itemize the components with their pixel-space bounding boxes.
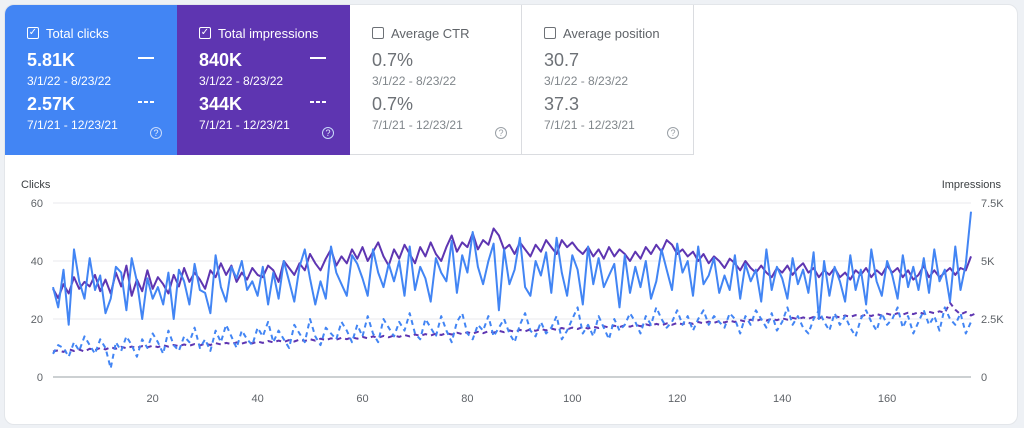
performance-panel: ✓ Total clicks 5.81K 3/1/22 - 8/23/22 2.…	[4, 4, 1018, 425]
y-tick-label-left: 60	[31, 198, 43, 210]
card-header: ✓ Total clicks	[27, 25, 177, 41]
y-tick-label-right: 0	[981, 372, 987, 384]
y-tick-label-left: 0	[37, 372, 43, 384]
x-tick-label: 80	[461, 393, 473, 405]
average-ctr-card[interactable]: Average CTR 0.7% 3/1/22 - 8/23/22 0.7% 7…	[350, 5, 522, 155]
average-position-card[interactable]: Average position 30.7 3/1/22 - 8/23/22 3…	[522, 5, 694, 155]
total-clicks-card[interactable]: ✓ Total clicks 5.81K 3/1/22 - 8/23/22 2.…	[5, 5, 177, 155]
x-tick-label: 100	[563, 393, 581, 405]
current-impressions-line	[52, 227, 972, 300]
current-value: 840K	[199, 50, 243, 70]
current-value: 30.7	[544, 50, 580, 70]
help-icon[interactable]: ?	[495, 127, 507, 139]
previous-range: 7/1/21 - 12/23/21	[199, 118, 290, 132]
checkbox-checked-icon[interactable]: ✓	[27, 27, 39, 39]
previous-value: 2.57K	[27, 94, 76, 114]
previous-clicks-line	[52, 306, 972, 370]
current-clicks-line	[52, 211, 972, 326]
card-header: ✓ Total impressions	[199, 25, 350, 41]
current-range: 3/1/22 - 8/23/22	[199, 74, 284, 88]
current-value: 0.7%	[372, 50, 414, 70]
y-tick-label-right: 2.5K	[981, 314, 1004, 326]
card-header: Average CTR	[372, 25, 521, 41]
card-label: Total impressions	[218, 25, 319, 41]
previous-range: 7/1/21 - 12/23/21	[372, 118, 463, 132]
x-tick-label: 160	[878, 393, 896, 405]
previous-range: 7/1/21 - 12/23/21	[544, 118, 635, 132]
help-icon[interactable]: ?	[322, 127, 334, 139]
axis-ticks: 0 0 20 2.5K 40 5K 60 7.5K 20 40 60 80 100 120 140 160	[31, 198, 1005, 405]
checkbox-unchecked-icon[interactable]	[372, 27, 384, 39]
gridlines	[53, 202, 971, 378]
x-tick-label: 20	[147, 393, 159, 405]
card-label: Total clicks	[46, 25, 109, 41]
x-tick-label: 120	[668, 393, 686, 405]
current-range: 3/1/22 - 8/23/22	[544, 74, 629, 88]
dashed-line-legend-icon	[138, 101, 154, 103]
left-axis-title: Clicks	[21, 179, 51, 191]
x-tick-label: 60	[356, 393, 368, 405]
metric-cards: ✓ Total clicks 5.81K 3/1/22 - 8/23/22 2.…	[5, 5, 694, 155]
dashed-line-legend-icon	[310, 101, 326, 103]
series-lines	[52, 211, 977, 370]
checkbox-unchecked-icon[interactable]	[544, 27, 556, 39]
help-icon[interactable]: ?	[667, 127, 679, 139]
previous-value: 37.3	[544, 94, 580, 114]
performance-chart[interactable]: Clicks Impressions 0 0 20 2.5K 40 5K 60 7.5K 20 4…	[5, 5, 1018, 425]
checkbox-checked-icon[interactable]: ✓	[199, 27, 211, 39]
y-tick-label-left: 40	[31, 256, 43, 268]
previous-value: 0.7%	[372, 94, 414, 114]
card-label: Average CTR	[391, 25, 470, 41]
current-value: 5.81K	[27, 50, 76, 70]
previous-value: 344K	[199, 94, 243, 114]
x-tick-label: 140	[773, 393, 791, 405]
current-range: 3/1/22 - 8/23/22	[372, 74, 457, 88]
card-header: Average position	[544, 25, 693, 41]
y-tick-label-left: 20	[31, 314, 43, 326]
previous-impressions-line	[52, 301, 977, 353]
y-tick-label-right: 7.5K	[981, 198, 1004, 210]
help-icon[interactable]: ?	[150, 127, 162, 139]
solid-line-legend-icon	[138, 57, 154, 59]
y-tick-label-right: 5K	[981, 256, 995, 268]
x-tick-label: 40	[251, 393, 263, 405]
current-range: 3/1/22 - 8/23/22	[27, 74, 112, 88]
total-impressions-card[interactable]: ✓ Total impressions 840K 3/1/22 - 8/23/2…	[177, 5, 350, 155]
solid-line-legend-icon	[310, 57, 326, 59]
card-label: Average position	[563, 25, 660, 41]
right-axis-title: Impressions	[942, 179, 1002, 191]
previous-range: 7/1/21 - 12/23/21	[27, 118, 118, 132]
